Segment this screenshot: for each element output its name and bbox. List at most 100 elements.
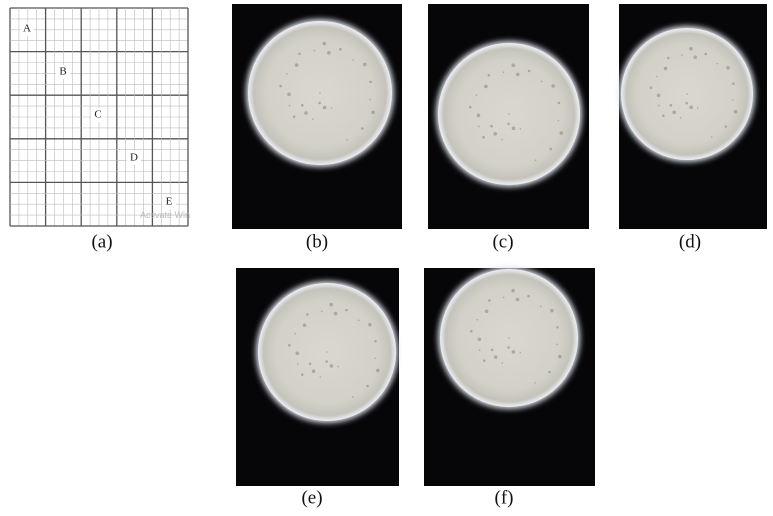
speck <box>477 114 481 118</box>
speck <box>297 363 299 365</box>
speck <box>732 82 735 85</box>
speck <box>657 93 661 97</box>
speck <box>693 55 697 59</box>
speck <box>374 340 377 343</box>
speck <box>371 111 375 115</box>
speck <box>551 84 555 88</box>
speck <box>549 148 552 151</box>
speck <box>304 111 308 115</box>
speck <box>511 289 515 293</box>
speck <box>369 80 372 83</box>
speck <box>331 107 333 109</box>
speck <box>323 106 327 110</box>
figure: ABCDE Activate Win (a)(b)(c)(d)(e)(f) <box>0 0 773 516</box>
speck <box>287 93 291 97</box>
speck <box>352 396 354 398</box>
speck <box>296 351 300 355</box>
speck <box>329 303 333 307</box>
speck <box>295 63 299 67</box>
speck <box>482 136 485 139</box>
speck <box>301 104 304 107</box>
speck <box>558 102 561 105</box>
speck <box>550 309 554 313</box>
speck <box>374 358 376 360</box>
speck <box>512 127 516 131</box>
speck <box>321 311 323 313</box>
speck <box>680 117 682 119</box>
speck <box>507 123 510 126</box>
speck <box>503 71 505 73</box>
speck <box>491 349 494 352</box>
speck <box>650 86 653 89</box>
speck <box>488 299 491 302</box>
speck <box>704 53 707 56</box>
speck <box>540 305 542 307</box>
speck <box>294 333 296 335</box>
grid-letter: C <box>94 109 101 121</box>
speck <box>685 102 688 105</box>
speck <box>361 127 364 130</box>
panel-label: (c) <box>492 231 513 252</box>
speck <box>493 132 497 136</box>
speck <box>309 363 312 366</box>
speck <box>319 376 321 378</box>
speck <box>501 139 503 141</box>
speck <box>312 369 316 373</box>
grid-letter: B <box>59 66 66 78</box>
speck <box>558 355 562 359</box>
speck <box>662 114 665 117</box>
speck <box>541 81 543 83</box>
speck <box>501 362 503 364</box>
speck <box>664 67 668 71</box>
speck <box>369 99 371 101</box>
speck <box>503 297 505 299</box>
speck <box>672 111 676 115</box>
speck <box>508 337 510 339</box>
speck <box>469 106 472 109</box>
speck <box>326 351 328 353</box>
speck <box>556 344 558 346</box>
grid-letter: A <box>23 23 31 35</box>
speck <box>734 110 738 114</box>
speck <box>686 93 688 95</box>
speck <box>327 51 331 55</box>
speck <box>339 48 342 51</box>
speck <box>368 323 372 327</box>
speck <box>479 349 481 351</box>
panel-label: (b) <box>306 231 328 252</box>
speck <box>483 359 486 362</box>
speck <box>318 102 321 105</box>
speck <box>288 344 291 347</box>
speck <box>558 120 560 122</box>
speck <box>512 350 516 354</box>
speck <box>345 309 348 312</box>
speck <box>670 104 673 107</box>
speck <box>314 50 316 52</box>
grid-letter: D <box>130 152 138 164</box>
speck <box>346 139 348 141</box>
speck <box>535 159 537 161</box>
speck <box>323 42 327 46</box>
panel-label: (f) <box>495 487 514 508</box>
speck <box>470 330 473 333</box>
speck <box>286 73 288 75</box>
speck <box>293 115 296 118</box>
grid-letter: E <box>166 196 173 208</box>
speck <box>306 313 309 316</box>
speck <box>376 369 380 373</box>
speck <box>279 85 282 88</box>
speck <box>363 63 367 67</box>
speck <box>711 136 713 138</box>
speck <box>656 76 658 78</box>
speck <box>732 99 734 101</box>
speck <box>476 94 478 96</box>
speck <box>697 107 699 109</box>
panel-label: (a) <box>91 231 112 252</box>
speck <box>490 125 493 128</box>
speck <box>312 118 314 120</box>
speck <box>548 371 551 374</box>
speck <box>516 73 520 77</box>
speck <box>689 47 693 51</box>
speck <box>334 312 338 316</box>
speck <box>689 106 693 110</box>
